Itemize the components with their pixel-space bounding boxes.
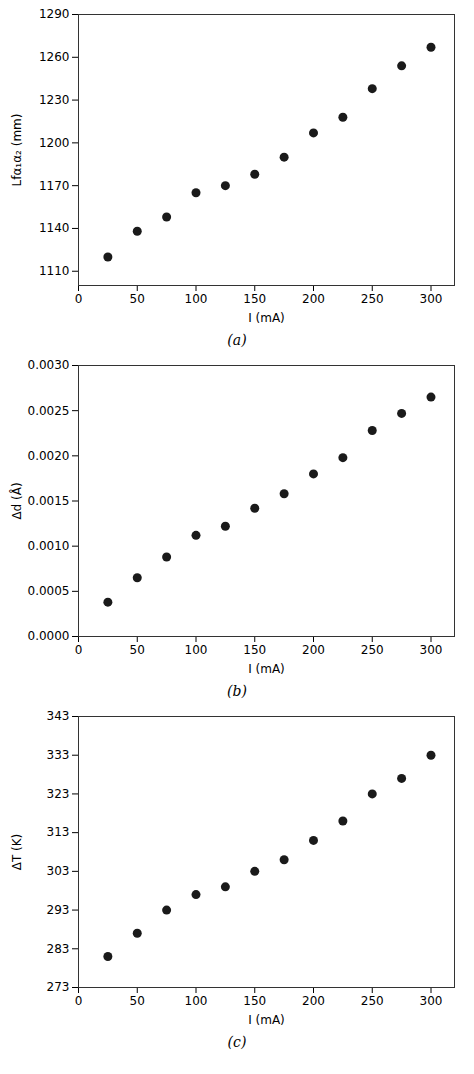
svg-text:Lfα₁α₂ (mm): Lfα₁α₂ (mm) <box>10 114 24 187</box>
svg-text:0: 0 <box>75 292 83 306</box>
svg-text:100: 100 <box>185 292 208 306</box>
svg-text:1110: 1110 <box>39 264 70 278</box>
svg-text:150: 150 <box>243 994 266 1008</box>
svg-text:283: 283 <box>47 942 70 956</box>
svg-text:100: 100 <box>185 994 208 1008</box>
html-text:(a): (a) <box>227 332 247 348</box>
svg-text:1230: 1230 <box>39 93 70 107</box>
svg-text:300: 300 <box>420 643 443 657</box>
html-text:(b): (b) <box>227 683 247 699</box>
svg-text:323: 323 <box>47 787 70 801</box>
svg-text:250: 250 <box>361 994 384 1008</box>
svg-text:250: 250 <box>361 643 384 657</box>
svg-text:50: 50 <box>130 643 145 657</box>
svg-text:ΔT (K): ΔT (K) <box>10 834 24 871</box>
svg-text:200: 200 <box>302 292 325 306</box>
svg-text:150: 150 <box>243 643 266 657</box>
svg-text:300: 300 <box>420 292 443 306</box>
svg-text:250: 250 <box>361 292 384 306</box>
svg-text:300: 300 <box>420 994 443 1008</box>
svg-text:1290: 1290 <box>39 7 70 21</box>
svg-text:1140: 1140 <box>39 221 70 235</box>
svg-text:0: 0 <box>75 994 83 1008</box>
svg-text:I (mA): I (mA) <box>248 662 285 676</box>
svg-text:200: 200 <box>302 994 325 1008</box>
svg-text:0: 0 <box>75 643 83 657</box>
svg-text:1260: 1260 <box>39 50 70 64</box>
svg-text:100: 100 <box>185 643 208 657</box>
svg-text:0.0000: 0.0000 <box>28 629 70 643</box>
svg-text:273: 273 <box>47 980 70 994</box>
svg-text:293: 293 <box>47 903 70 917</box>
svg-text:333: 333 <box>47 748 70 762</box>
svg-text:I (mA): I (mA) <box>248 311 285 325</box>
svg-text:0.0015: 0.0015 <box>28 494 70 508</box>
svg-text:150: 150 <box>243 292 266 306</box>
svg-text:0.0010: 0.0010 <box>28 539 70 553</box>
svg-text:0.0030: 0.0030 <box>28 358 70 372</box>
svg-text:Δd (Å): Δd (Å) <box>9 482 24 519</box>
html-text:(c): (c) <box>227 1034 247 1050</box>
svg-text:I (mA): I (mA) <box>248 1013 285 1027</box>
svg-text:1170: 1170 <box>39 178 70 192</box>
svg-text:50: 50 <box>130 292 145 306</box>
svg-text:200: 200 <box>302 643 325 657</box>
svg-text:0.0005: 0.0005 <box>28 584 70 598</box>
svg-text:343: 343 <box>47 709 70 723</box>
svg-text:313: 313 <box>47 825 70 839</box>
svg-text:1200: 1200 <box>39 136 70 150</box>
svg-text:303: 303 <box>47 864 70 878</box>
svg-text:0.0020: 0.0020 <box>28 449 70 463</box>
svg-text:50: 50 <box>130 994 145 1008</box>
svg-text:0.0025: 0.0025 <box>28 404 70 418</box>
